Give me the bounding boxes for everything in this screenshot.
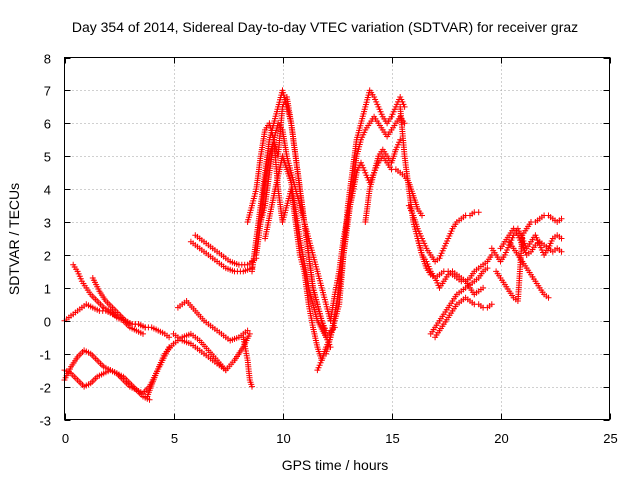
y-tick-label: 6: [44, 117, 51, 132]
series-trace-10: [192, 232, 260, 268]
data-point: [140, 330, 146, 337]
series-trace-3: [61, 301, 173, 341]
y-tick-label: 3: [44, 216, 51, 231]
series-trace-5: [89, 275, 149, 331]
x-axis-label: GPS time / hours: [282, 457, 389, 473]
series-trace-8: [174, 298, 251, 344]
x-tick-label: 0: [62, 431, 69, 446]
data-point: [249, 383, 255, 390]
data-point: [558, 235, 565, 242]
data-point: [488, 301, 495, 308]
series-trace-22: [405, 202, 482, 265]
series-trace-28: [506, 238, 552, 301]
y-axis: -3 -2 -1 0 1 2 3 4 5 6 7 8: [39, 52, 610, 429]
y-tick-label: -2: [39, 381, 51, 396]
series-trace-24: [427, 265, 491, 337]
y-tick-label: 0: [44, 315, 51, 330]
data-point: [166, 344, 173, 351]
data-point: [558, 215, 565, 222]
y-tick-label: 5: [44, 150, 51, 165]
x-tick-label: 15: [385, 431, 399, 446]
data-point: [166, 334, 173, 341]
data-point: [146, 396, 153, 403]
series-trace-27: [493, 212, 565, 304]
y-tick-label: 4: [44, 183, 51, 198]
x-tick-label: 10: [276, 431, 290, 446]
x-axis: 0 5 10 15 20 25: [62, 57, 618, 446]
y-tick-label: 1: [44, 282, 51, 297]
series-trace-1: [61, 344, 173, 397]
series-trace-2: [61, 347, 153, 403]
data-points: [61, 87, 565, 403]
chart-title: Day 354 of 2014, Sidereal Day-to-day VTE…: [72, 19, 578, 35]
series-trace-29: [497, 225, 565, 258]
series-trace-6: [144, 330, 229, 400]
y-tick-label: 2: [44, 249, 51, 264]
data-point: [419, 212, 425, 219]
data-point: [475, 209, 482, 216]
data-point: [246, 330, 253, 337]
series-trace-4: [70, 261, 146, 337]
series-trace-23: [414, 235, 495, 285]
data-point: [545, 294, 552, 301]
x-tick-label: 25: [603, 431, 617, 446]
grid: [64, 57, 610, 420]
y-tick-label: 7: [44, 84, 51, 99]
series-trace-20: [362, 153, 425, 225]
x-tick-label: 20: [494, 431, 508, 446]
data-point: [480, 284, 487, 291]
y-tick-label: -3: [39, 414, 51, 429]
data-point: [558, 248, 565, 255]
data-point: [142, 324, 149, 331]
y-axis-label: SDTVAR / TECUs: [6, 183, 22, 295]
x-tick-label: 5: [171, 431, 178, 446]
data-point: [484, 265, 491, 272]
series-trace-16: [262, 153, 338, 341]
series-trace-11: [240, 334, 255, 390]
plot-frame: [64, 57, 610, 420]
series-trace-21: [397, 103, 487, 298]
series-trace-25: [432, 294, 495, 341]
data-point: [244, 327, 251, 334]
y-tick-label: 8: [44, 52, 51, 67]
series-trace-13: [244, 94, 330, 334]
y-tick-label: -1: [39, 348, 51, 363]
